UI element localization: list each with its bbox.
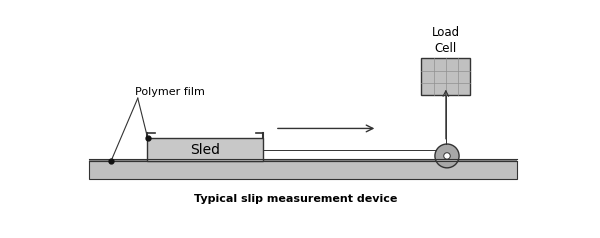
Text: Sled: Sled — [190, 143, 220, 157]
Bar — [147, 138, 263, 161]
Text: Typical slip measurement device: Typical slip measurement device — [194, 193, 398, 203]
Text: Polymer film: Polymer film — [136, 87, 205, 97]
Bar — [89, 159, 517, 161]
Text: Load
Cell: Load Cell — [432, 26, 460, 55]
Bar — [421, 58, 470, 95]
Bar — [89, 161, 517, 179]
Circle shape — [435, 144, 459, 168]
Circle shape — [444, 153, 450, 159]
